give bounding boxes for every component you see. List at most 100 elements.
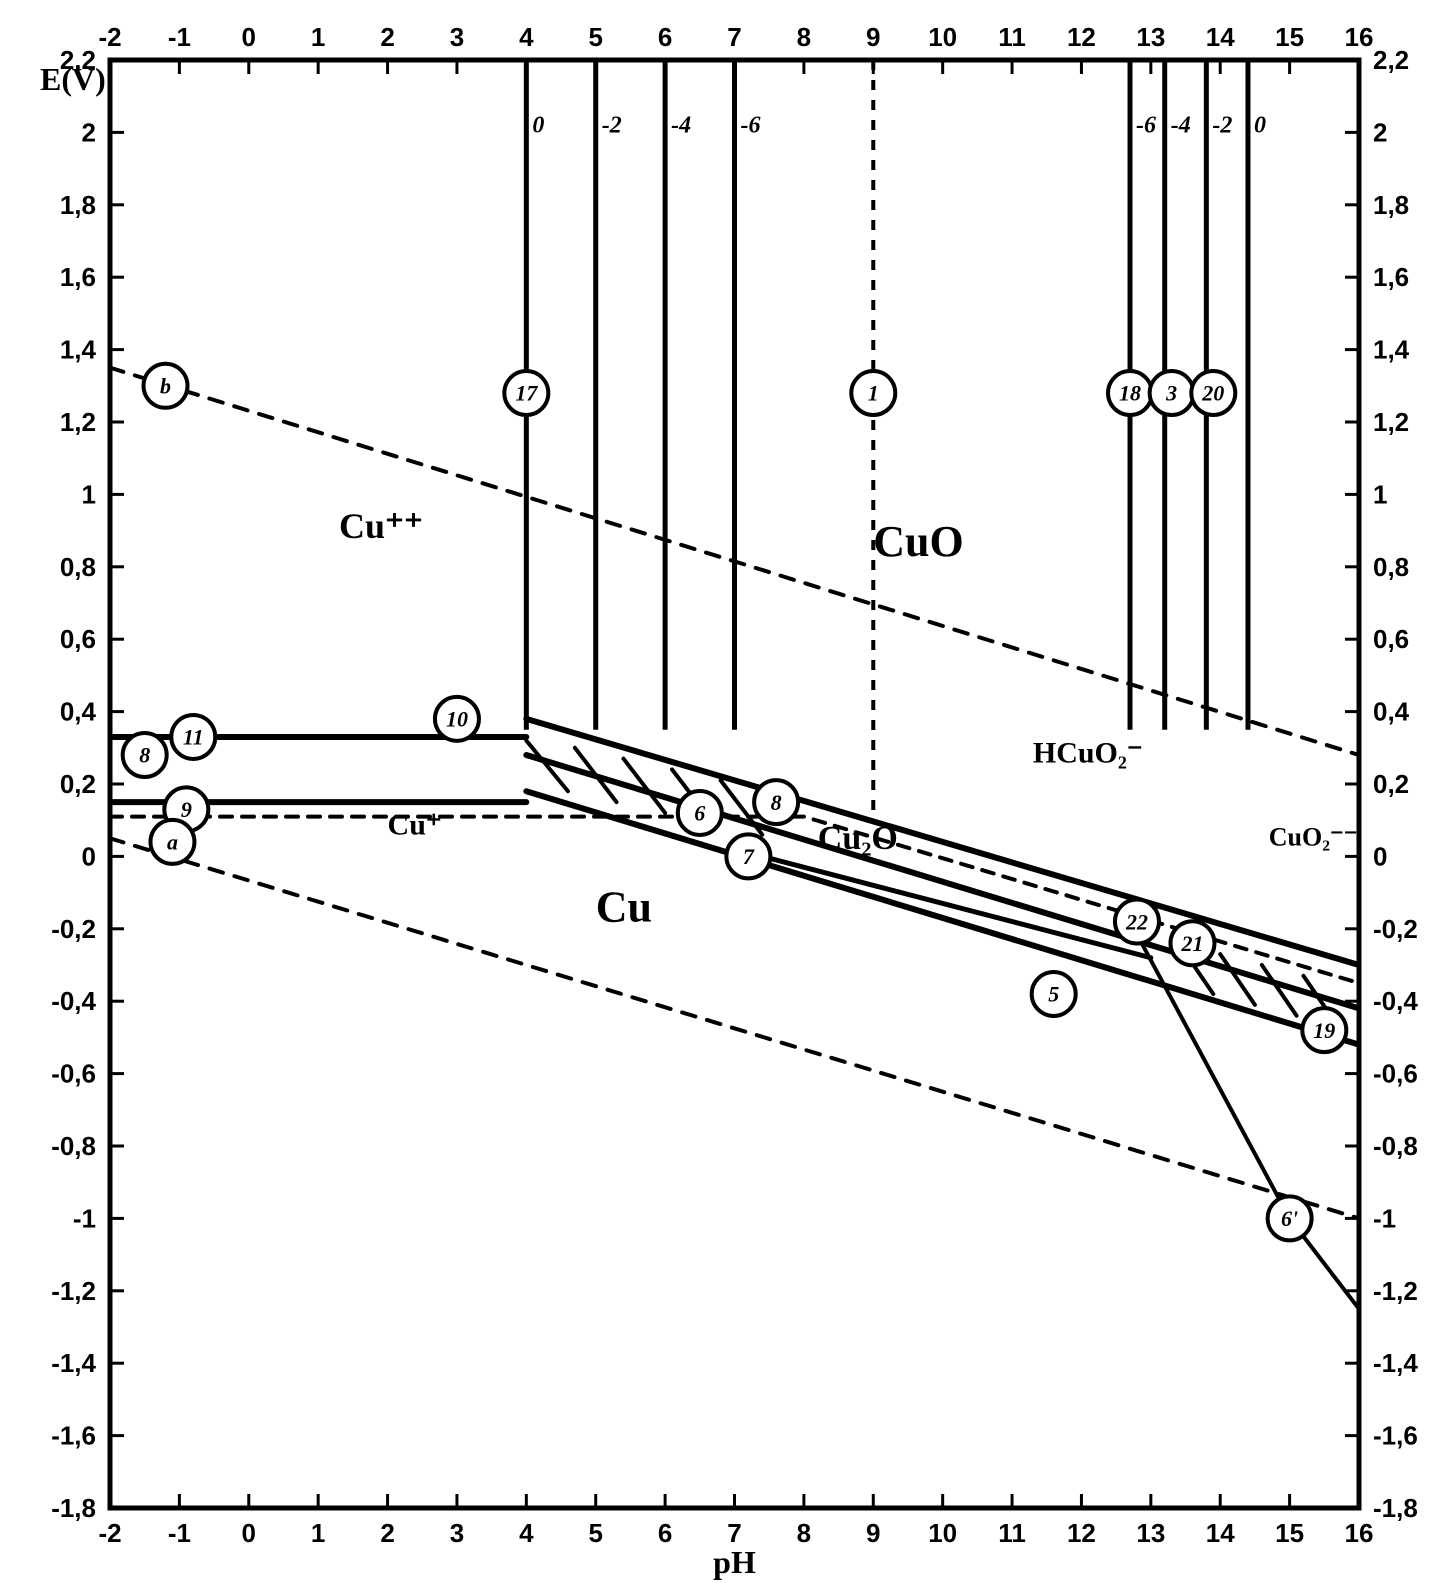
ytick-right-label: -0,6 <box>1373 1059 1418 1089</box>
ytick-right-label: 1,8 <box>1373 190 1409 220</box>
ytick-right-label: -0,2 <box>1373 914 1418 944</box>
xtick-bot-label: -2 <box>98 1518 121 1548</box>
ytick-left-label: 1,6 <box>60 262 96 292</box>
ytick-right-label: -1,2 <box>1373 1276 1418 1306</box>
conc-label: -6 <box>741 112 761 138</box>
xtick-top-label: 14 <box>1206 22 1235 52</box>
x-axis-label: pH <box>713 1544 756 1580</box>
xtick-top-label: 7 <box>727 22 741 52</box>
xtick-bot-label: 12 <box>1067 1518 1096 1548</box>
xtick-top-label: 13 <box>1136 22 1165 52</box>
ytick-right-label: -0,8 <box>1373 1131 1418 1161</box>
xtick-top-label: 3 <box>450 22 464 52</box>
lbl-5: 5 <box>1048 982 1059 1007</box>
ytick-left-label: 0,4 <box>60 697 97 727</box>
xtick-bot-label: 6 <box>658 1518 672 1548</box>
ytick-right-label: 0,2 <box>1373 769 1409 799</box>
conc-label: -6 <box>1136 112 1156 138</box>
xtick-bot-label: 8 <box>797 1518 811 1548</box>
cuo2-drop <box>1130 922 1359 1309</box>
lbl-b: b <box>160 374 171 399</box>
xtick-top-label: 6 <box>658 22 672 52</box>
ytick-left-label: 0,2 <box>60 769 96 799</box>
line-a <box>110 838 1359 1218</box>
xtick-top-label: 8 <box>797 22 811 52</box>
lbl-19: 19 <box>1313 1018 1335 1043</box>
xtick-top-label: 5 <box>588 22 602 52</box>
xtick-bot-label: 10 <box>928 1518 957 1548</box>
lbl-20: 20 <box>1201 381 1224 406</box>
ytick-right-label: -1 <box>1373 1203 1396 1233</box>
lbl-6p: 6' <box>1281 1206 1298 1231</box>
ytick-left-label: -0,6 <box>51 1059 96 1089</box>
xtick-top-label: 9 <box>866 22 880 52</box>
xtick-bot-label: 3 <box>450 1518 464 1548</box>
ytick-left-label: -0,8 <box>51 1131 96 1161</box>
ytick-right-label: 0 <box>1373 841 1387 871</box>
xtick-bot-label: 5 <box>588 1518 602 1548</box>
xtick-top-label: 0 <box>242 22 256 52</box>
ytick-right-label: 1,2 <box>1373 407 1409 437</box>
conc-label: 0 <box>532 112 544 138</box>
ytick-left-label: 1 <box>82 479 96 509</box>
pourbaix-diagram: -2-2-1-100112233445566778899101011111212… <box>0 0 1429 1583</box>
ytick-left-label: -1,8 <box>51 1493 96 1523</box>
xtick-top-label: -1 <box>168 22 191 52</box>
lbl-8l: 8 <box>139 743 150 768</box>
cu: Cu <box>596 883 652 932</box>
xtick-bot-label: 4 <box>519 1518 534 1548</box>
ytick-left-label: 1,4 <box>60 335 97 365</box>
xtick-bot-label: 0 <box>242 1518 256 1548</box>
ytick-right-label: -1,4 <box>1373 1348 1418 1378</box>
lbl-6: 6 <box>694 801 705 826</box>
conc-label: 0 <box>1254 112 1266 138</box>
xtick-bot-label: 1 <box>311 1518 325 1548</box>
ytick-left-label: 0,8 <box>60 552 96 582</box>
cuo22m: CuO₂⁻⁻ <box>1269 823 1358 852</box>
lbl-18: 18 <box>1119 381 1141 406</box>
xtick-bot-label: 14 <box>1206 1518 1235 1548</box>
ytick-right-label: 1 <box>1373 479 1387 509</box>
hcuo2: HCuO₂⁻ <box>1033 736 1143 769</box>
xtick-top-label: 1 <box>311 22 325 52</box>
cuplus: Cu⁺ <box>388 809 442 842</box>
conc-label: -4 <box>1171 112 1191 138</box>
xtick-bot-label: 13 <box>1136 1518 1165 1548</box>
lbl-7: 7 <box>743 844 755 869</box>
ytick-left-label: -1,2 <box>51 1276 96 1306</box>
ytick-right-label: 0,4 <box>1373 697 1410 727</box>
xtick-top-label: 2 <box>380 22 394 52</box>
conc-label: -2 <box>1212 112 1232 138</box>
ytick-left-label: 1,2 <box>60 407 96 437</box>
lbl-17: 17 <box>515 381 538 406</box>
ytick-left-label: -0,4 <box>51 986 96 1016</box>
lbl-11: 11 <box>183 725 204 750</box>
ytick-left-label: 0,6 <box>60 624 96 654</box>
ytick-left-label: -1 <box>73 1203 96 1233</box>
lbl-1: 1 <box>868 381 879 406</box>
xtick-bot-label: 2 <box>380 1518 394 1548</box>
xtick-top-label: 11 <box>998 22 1026 52</box>
xtick-top-label: 12 <box>1067 22 1096 52</box>
ytick-left-label: 1,8 <box>60 190 96 220</box>
ytick-right-label: -0,4 <box>1373 986 1418 1016</box>
conc-label: -4 <box>671 112 691 138</box>
xtick-top-label: 15 <box>1275 22 1304 52</box>
lbl-a: a <box>167 830 178 855</box>
conc-label: -2 <box>602 112 622 138</box>
ytick-right-label: 2,2 <box>1373 45 1409 75</box>
xtick-bot-label: -1 <box>168 1518 191 1548</box>
xtick-top-label: 4 <box>519 22 534 52</box>
xtick-bot-label: 15 <box>1275 1518 1304 1548</box>
lbl-21: 21 <box>1180 931 1203 956</box>
ytick-left-label: -1,6 <box>51 1421 96 1451</box>
xtick-bot-label: 9 <box>866 1518 880 1548</box>
ytick-right-label: 0,6 <box>1373 624 1409 654</box>
ytick-right-label: -1,6 <box>1373 1421 1418 1451</box>
ytick-left-label: -1,4 <box>51 1348 96 1378</box>
ytick-right-label: 0,8 <box>1373 552 1409 582</box>
xtick-bot-label: 11 <box>998 1518 1026 1548</box>
xtick-top-label: 16 <box>1345 22 1374 52</box>
xtick-top-label: -2 <box>98 22 121 52</box>
chart-svg: -2-2-1-100112233445566778899101011111212… <box>0 0 1429 1583</box>
